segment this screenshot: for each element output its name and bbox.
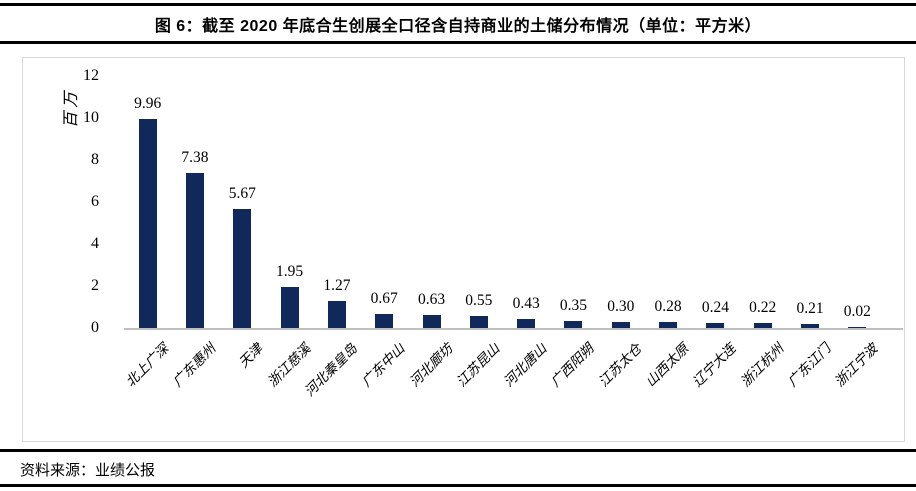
bar xyxy=(375,313,394,328)
figure-title: 图 6：截至 2020 年底合生创展全口径含自持商业的土储分布情况（单位：平方米… xyxy=(154,18,762,35)
bar xyxy=(517,318,536,328)
y-tick-label: 6 xyxy=(91,193,99,210)
bar-value-label: 9.96 xyxy=(134,94,162,112)
x-tick-label: 河北唐山 xyxy=(500,340,550,390)
bar-value-label: 7.38 xyxy=(181,149,209,167)
bar-group: 0.24 辽宁大连 xyxy=(690,76,739,390)
bar-value-label: 0.30 xyxy=(607,297,635,315)
plot-area: 9.96 北上广深 7.38 广东惠州 5.67 天津 1.95 浙江慈溪 1.27 河北秦皇岛 0… xyxy=(122,76,881,399)
bar xyxy=(138,118,157,328)
bar xyxy=(706,322,725,328)
bar xyxy=(185,173,204,328)
bar-group: 9.96 北上广深 xyxy=(122,76,171,390)
bar-value-label: 0.28 xyxy=(654,298,682,316)
bar-group: 1.27 河北秦皇岛 xyxy=(302,76,360,399)
title-divider-rule xyxy=(0,41,916,44)
bar-value-label: 0.24 xyxy=(701,298,729,316)
bar-group: 0.28 山西太原 xyxy=(643,76,692,389)
bar-value-label: 1.95 xyxy=(276,263,304,281)
bar-value-label: 0.63 xyxy=(417,290,446,308)
top-rule xyxy=(0,3,916,6)
bar-group: 0.21 广东江门 xyxy=(785,76,834,390)
y-tick-label: 4 xyxy=(91,235,99,252)
bar-value-label: 0.35 xyxy=(559,296,588,314)
bar-value-label: 5.67 xyxy=(228,184,256,202)
bar xyxy=(280,287,299,328)
bar xyxy=(753,323,772,328)
bar-group: 0.02 浙江宁波 xyxy=(832,76,881,390)
source-divider-rule xyxy=(0,449,916,452)
bar xyxy=(848,327,867,328)
x-tick-label: 浙江宁波 xyxy=(831,340,881,390)
x-tick-label: 山西太原 xyxy=(642,340,692,390)
y-tick-label: 10 xyxy=(83,109,99,126)
chart-frame: 百万 0 2 4 6 8 10 12 9.96 北上广深 7.38 广东惠州 5.67 天津 1.95 浙… xyxy=(22,57,905,442)
y-tick-label: 2 xyxy=(91,277,99,294)
bar-value-label: 0.02 xyxy=(843,303,871,320)
bar-group: 1.95 浙江慈溪 xyxy=(264,76,313,390)
x-axis-line xyxy=(124,328,903,330)
bar xyxy=(233,208,252,328)
bar-value-label: 1.27 xyxy=(323,277,351,295)
x-tick-label: 广东惠州 xyxy=(169,340,219,390)
x-tick-label: 江苏昆山 xyxy=(453,340,503,390)
bar xyxy=(327,301,346,328)
bar-group: 0.67 广东中山 xyxy=(359,76,408,390)
bar xyxy=(801,323,820,328)
bar-group: 0.30 江苏太仓 xyxy=(595,76,644,390)
x-tick-label: 河北廊坊 xyxy=(406,340,455,390)
x-tick-label: 广东江门 xyxy=(784,340,834,390)
bar-group: 0.22 浙江杭州 xyxy=(737,76,786,389)
bar xyxy=(659,322,678,328)
x-tick-label: 广东中山 xyxy=(358,340,408,390)
x-tick-label: 广西阳朔 xyxy=(548,340,597,390)
x-tick-label: 江苏太仓 xyxy=(595,340,645,390)
bar-value-label: 0.22 xyxy=(749,299,777,317)
bar xyxy=(469,316,488,328)
bar xyxy=(611,321,630,328)
bar-value-label: 0.55 xyxy=(465,292,493,310)
x-tick-label: 浙江杭州 xyxy=(737,340,787,390)
bar-group: 0.55 江苏昆山 xyxy=(453,76,502,389)
bottom-rule xyxy=(0,484,916,487)
bar-group: 0.43 河北唐山 xyxy=(501,76,550,390)
x-tick-label: 天津 xyxy=(236,340,266,371)
bar-group: 7.38 广东惠州 xyxy=(170,76,219,390)
bar-value-label: 0.67 xyxy=(370,289,398,307)
source-text: 资料来源：业绩公报 xyxy=(20,462,156,479)
bar-group: 0.63 河北廊坊 xyxy=(406,76,455,390)
bar-group: 5.67 天津 xyxy=(219,76,266,371)
bar-value-label: 0.43 xyxy=(512,294,540,312)
y-tick-label: 8 xyxy=(91,151,99,168)
bar-group: 0.35 广西阳朔 xyxy=(548,76,597,390)
bar xyxy=(422,314,441,328)
y-tick-label: 12 xyxy=(83,67,99,84)
bar xyxy=(564,320,583,328)
x-tick-label: 辽宁大连 xyxy=(690,340,739,390)
bar-value-label: 0.21 xyxy=(796,299,824,317)
x-tick-label: 北上广深 xyxy=(122,340,172,390)
y-tick-label: 0 xyxy=(91,319,99,336)
